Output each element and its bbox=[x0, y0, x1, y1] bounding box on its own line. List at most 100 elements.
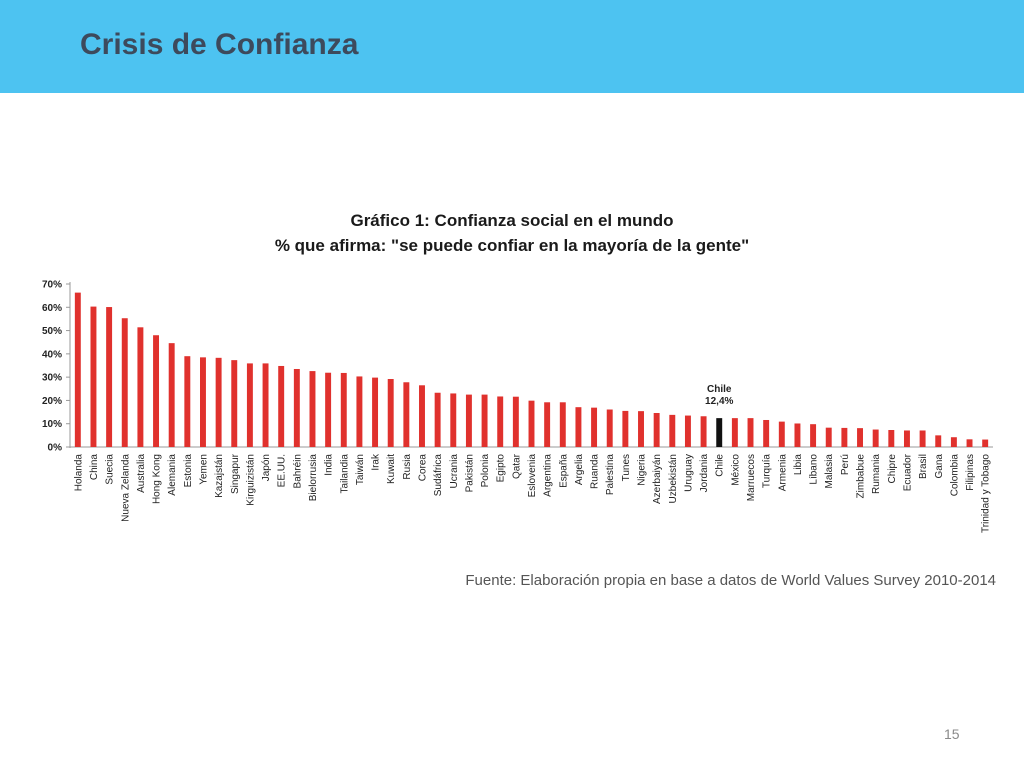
x-tick-label: Polonia bbox=[480, 454, 491, 488]
bar bbox=[74, 292, 81, 447]
bar bbox=[903, 430, 910, 447]
bar bbox=[497, 396, 504, 447]
bars-group bbox=[74, 292, 989, 447]
y-tick-label: 20% bbox=[42, 396, 62, 407]
page-number: 15 bbox=[944, 726, 960, 742]
annotation-value: 12,4% bbox=[705, 396, 733, 407]
bar bbox=[544, 402, 551, 447]
x-tick-label: Malasia bbox=[824, 454, 835, 489]
bar bbox=[763, 419, 770, 447]
bar bbox=[372, 377, 379, 447]
x-tick-label: Qatar bbox=[511, 453, 522, 479]
bar bbox=[168, 343, 175, 447]
bar bbox=[622, 410, 629, 447]
bar bbox=[137, 327, 144, 447]
bar bbox=[262, 363, 269, 447]
bar bbox=[215, 357, 222, 447]
bar bbox=[278, 365, 285, 447]
x-tick-label: Uruguay bbox=[683, 454, 694, 492]
x-tick-label: Nigeria bbox=[637, 454, 648, 486]
x-tick-label: Brasil bbox=[918, 454, 929, 479]
x-tick-label: Nueva Zelanda bbox=[120, 454, 131, 522]
bar bbox=[153, 335, 160, 447]
x-tick-label: Rusia bbox=[402, 454, 413, 480]
bar bbox=[231, 360, 238, 447]
bar bbox=[340, 372, 347, 447]
y-tick-label: 0% bbox=[48, 443, 63, 454]
x-tick-label: Irak bbox=[371, 453, 382, 471]
x-tick-label: Bahréin bbox=[292, 454, 303, 488]
x-tick-label: Suecia bbox=[105, 454, 116, 485]
bar bbox=[184, 356, 191, 447]
x-tick-label: Ucrania bbox=[449, 454, 460, 489]
x-tick-label: Estonia bbox=[183, 454, 194, 488]
x-tick-label: Argentina bbox=[543, 454, 554, 497]
bar bbox=[825, 427, 832, 447]
x-tick-label: Turquía bbox=[762, 454, 773, 489]
bar bbox=[575, 407, 582, 447]
y-tick-label: 70% bbox=[42, 280, 62, 291]
bar bbox=[356, 376, 363, 447]
x-tick-label: Gana bbox=[934, 454, 945, 479]
y-tick-label: 50% bbox=[42, 326, 62, 337]
y-tick-label: 60% bbox=[42, 303, 62, 314]
bar bbox=[919, 430, 926, 447]
x-tick-label: Libia bbox=[793, 454, 804, 476]
x-tick-label: EE.UU. bbox=[277, 454, 288, 487]
x-tick-label: Zimbabue bbox=[856, 454, 867, 499]
y-tick-label: 30% bbox=[42, 373, 62, 384]
bar bbox=[591, 407, 598, 447]
x-tick-label: Líbano bbox=[809, 454, 820, 485]
chart-source: Fuente: Elaboración propia en base a dat… bbox=[465, 572, 996, 589]
bar bbox=[325, 372, 332, 447]
bar bbox=[90, 306, 97, 447]
bar bbox=[293, 368, 300, 447]
x-tick-label: Eslovenia bbox=[527, 454, 538, 498]
x-tick-label: Rumania bbox=[871, 454, 882, 494]
bar bbox=[716, 418, 723, 447]
x-tick-label: Azerbaiyán bbox=[652, 454, 663, 504]
x-tick-label: Ecuador bbox=[902, 453, 913, 491]
bar bbox=[528, 400, 535, 447]
annotation-label: Chile bbox=[707, 384, 732, 395]
x-tick-label: Tailandia bbox=[339, 454, 350, 494]
x-tick-label: India bbox=[324, 454, 335, 476]
x-tick-label: Taiwán bbox=[355, 454, 366, 485]
x-tick-label: Chipre bbox=[887, 454, 898, 484]
x-tick-label: Sudáfrica bbox=[433, 454, 444, 497]
bar bbox=[747, 418, 754, 447]
x-tick-label: Singapur bbox=[230, 453, 241, 494]
bar bbox=[810, 424, 817, 447]
x-tick-label: Argelia bbox=[574, 454, 585, 486]
x-tick-label: Uzbekistán bbox=[668, 454, 679, 503]
bar bbox=[419, 385, 425, 447]
x-tick-label: China bbox=[89, 454, 100, 481]
bar bbox=[700, 416, 707, 447]
bar bbox=[653, 413, 660, 447]
x-tick-label: Australia bbox=[136, 454, 147, 493]
bar bbox=[794, 423, 801, 447]
y-tick-label: 40% bbox=[42, 349, 62, 360]
x-tick-label: Marruecos bbox=[746, 454, 757, 501]
x-tick-label: Colombia bbox=[949, 454, 960, 497]
bar bbox=[731, 418, 738, 447]
x-tick-label: Filipinas bbox=[965, 454, 976, 491]
y-tick-label: 10% bbox=[42, 419, 62, 430]
bar bbox=[841, 427, 848, 447]
bar bbox=[559, 402, 566, 447]
bar bbox=[935, 435, 942, 447]
x-tick-labels: Holanda China Suecia Nueva Zelanda Australia… bbox=[73, 453, 991, 533]
x-tick-label: Kazajstán bbox=[214, 454, 225, 498]
bar bbox=[450, 393, 457, 447]
x-tick-label: Hong Kong bbox=[152, 454, 163, 504]
bar bbox=[606, 409, 613, 447]
bar bbox=[403, 382, 410, 447]
x-tick-label: Chile bbox=[715, 454, 726, 477]
bar bbox=[200, 357, 206, 447]
x-tick-label: Tunes bbox=[621, 454, 632, 481]
x-tick-label: Trinidad y Tobago bbox=[981, 454, 992, 533]
bar bbox=[669, 414, 676, 447]
slide-title: Crisis de Confianza bbox=[80, 28, 359, 61]
x-tick-label: Kirguizistán bbox=[245, 454, 256, 506]
